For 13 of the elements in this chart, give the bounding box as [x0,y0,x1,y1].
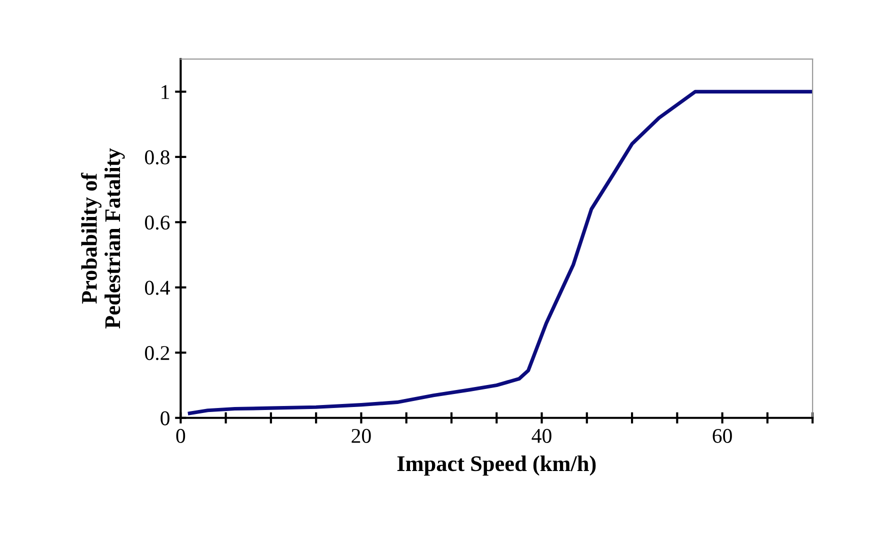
x-tick-label: 0 [176,428,186,443]
y-tick-label: 0.2 [145,346,170,360]
y-tick-label: 0.8 [145,150,170,164]
line-series [188,90,813,416]
y-axis-title: Probability of Pedestrian Fatality [81,148,125,329]
y-tick-label: 0.6 [145,216,170,230]
x-axis-title: Impact Speed (km/h) [397,456,596,476]
y-tick-label: 0.4 [145,280,170,295]
x-tick-label: 60 [712,428,732,443]
y-tick-label: 0 [160,411,170,426]
y-tick-label: 1 [162,85,170,99]
x-tick-label: 20 [352,428,371,443]
x-tick-label: 40 [532,428,552,443]
